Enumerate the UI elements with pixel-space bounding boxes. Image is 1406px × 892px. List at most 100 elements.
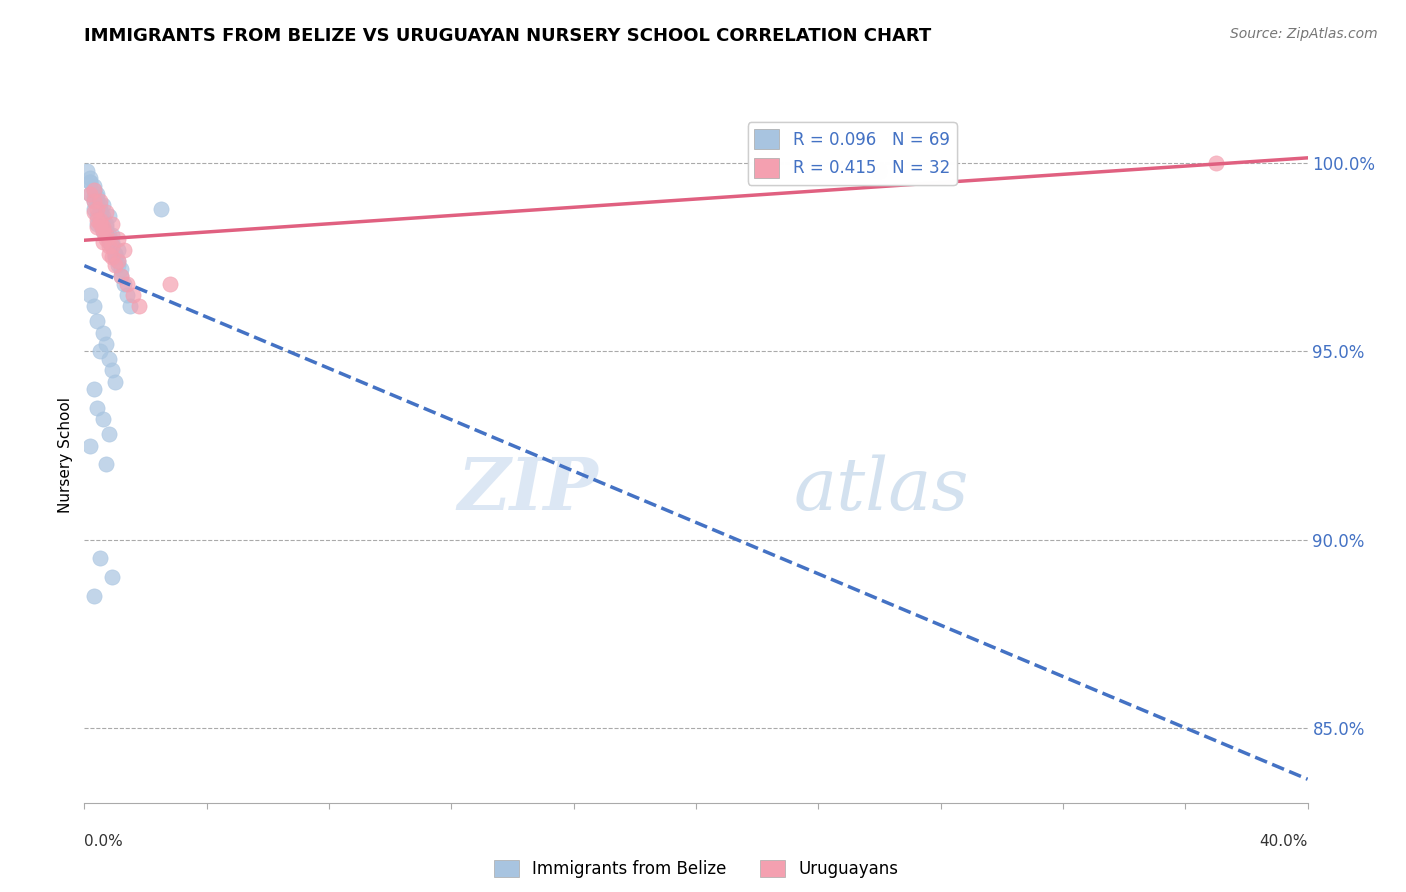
Point xyxy=(91,212,114,227)
Point xyxy=(101,363,124,377)
Point xyxy=(94,458,117,472)
Point xyxy=(104,251,127,265)
Point xyxy=(112,277,135,291)
Point xyxy=(83,183,105,197)
Point xyxy=(115,288,138,302)
Point xyxy=(97,227,120,242)
Point xyxy=(91,220,114,235)
Point xyxy=(120,299,142,313)
Point xyxy=(79,288,101,302)
Point xyxy=(101,239,124,253)
Point xyxy=(89,212,111,227)
Point xyxy=(83,179,105,194)
Point xyxy=(97,209,120,223)
Point xyxy=(94,227,117,242)
Point xyxy=(107,254,129,268)
Point xyxy=(83,382,105,396)
Point xyxy=(83,589,105,603)
Point xyxy=(104,375,127,389)
Point xyxy=(110,269,132,284)
Point xyxy=(101,239,124,253)
Point xyxy=(83,194,105,208)
Point xyxy=(94,224,117,238)
Point xyxy=(107,258,129,272)
Point xyxy=(91,224,114,238)
Point xyxy=(97,427,120,442)
Point xyxy=(76,164,98,178)
Point xyxy=(89,198,111,212)
Point xyxy=(79,438,101,452)
Point xyxy=(97,351,120,366)
Point xyxy=(122,288,145,302)
Point xyxy=(79,175,101,189)
Point xyxy=(97,239,120,253)
Point xyxy=(86,202,108,216)
Point xyxy=(107,232,129,246)
Text: ZIP: ZIP xyxy=(457,454,598,525)
Point xyxy=(79,186,101,201)
Point xyxy=(79,175,101,189)
Point xyxy=(83,299,105,313)
Point xyxy=(86,401,108,415)
Point xyxy=(94,337,117,351)
Point xyxy=(107,243,129,257)
Point xyxy=(97,246,120,260)
Point xyxy=(89,217,111,231)
Text: IMMIGRANTS FROM BELIZE VS URUGUAYAN NURSERY SCHOOL CORRELATION CHART: IMMIGRANTS FROM BELIZE VS URUGUAYAN NURS… xyxy=(84,27,932,45)
Point xyxy=(83,183,105,197)
Point xyxy=(86,186,108,201)
Point xyxy=(89,202,111,216)
Point xyxy=(86,314,108,328)
Point xyxy=(89,212,111,227)
Point xyxy=(89,205,111,219)
Point xyxy=(91,209,114,223)
Point xyxy=(1205,156,1227,170)
Point xyxy=(89,205,111,219)
Point xyxy=(97,235,120,250)
Point xyxy=(97,232,120,246)
Point xyxy=(104,258,127,272)
Point xyxy=(94,220,117,235)
Point xyxy=(101,217,124,231)
Point xyxy=(107,254,129,268)
Point xyxy=(86,194,108,208)
Point xyxy=(86,217,108,231)
Point xyxy=(104,246,127,260)
Point xyxy=(101,235,124,250)
Point xyxy=(94,217,117,231)
Point xyxy=(115,277,138,291)
Y-axis label: Nursery School: Nursery School xyxy=(58,397,73,513)
Point xyxy=(128,299,150,313)
Point xyxy=(97,235,120,250)
Text: 40.0%: 40.0% xyxy=(1260,834,1308,849)
Point xyxy=(86,212,108,227)
Text: 0.0%: 0.0% xyxy=(84,834,124,849)
Point xyxy=(91,198,114,212)
Point xyxy=(83,205,105,219)
Point xyxy=(104,251,127,265)
Point xyxy=(101,570,124,584)
Legend: R = 0.096   N = 69, R = 0.415   N = 32: R = 0.096 N = 69, R = 0.415 N = 32 xyxy=(748,122,956,185)
Point xyxy=(91,220,114,235)
Point xyxy=(79,171,101,186)
Point xyxy=(101,227,124,242)
Point xyxy=(94,232,117,246)
Point xyxy=(110,269,132,284)
Point xyxy=(89,194,111,208)
Point xyxy=(94,205,117,219)
Point xyxy=(91,224,114,238)
Point xyxy=(159,277,181,291)
Point xyxy=(110,261,132,276)
Point xyxy=(83,190,105,204)
Point xyxy=(104,246,127,260)
Text: atlas: atlas xyxy=(794,454,969,525)
Point xyxy=(89,551,111,566)
Point xyxy=(83,202,105,216)
Point xyxy=(101,239,124,253)
Point xyxy=(86,209,108,223)
Point xyxy=(79,186,101,201)
Point xyxy=(112,243,135,257)
Text: Source: ZipAtlas.com: Source: ZipAtlas.com xyxy=(1230,27,1378,41)
Point xyxy=(86,220,108,235)
Point xyxy=(149,202,172,216)
